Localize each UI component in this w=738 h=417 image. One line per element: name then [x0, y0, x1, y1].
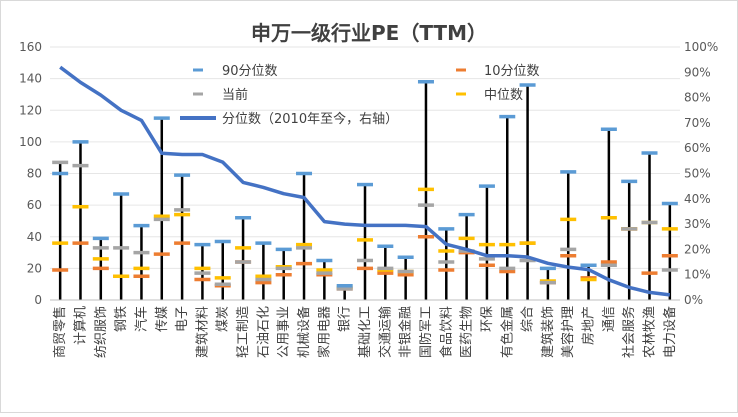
- y-left-tick-label: 140: [19, 72, 42, 86]
- legend-label-current: 当前: [222, 87, 248, 103]
- y-right-tick-label: 10%: [684, 268, 711, 282]
- x-tick-label: 银行: [338, 306, 353, 332]
- y-right-tick-label: 60%: [684, 141, 711, 155]
- axes: 0 20 40 60 80 100 120 140 160 0% 10% 20% 30% 40% 50% 60…: [19, 40, 718, 358]
- y-left-tick-label: 40: [27, 230, 42, 244]
- x-tick-label: 通信: [602, 306, 617, 332]
- legend: 90分位数 当前 分位数（2010年至今，右轴） 10分位数 中位数: [180, 64, 540, 127]
- x-tick-label: 煤炭: [216, 306, 231, 332]
- x-tick-label: 环保: [480, 306, 495, 332]
- y-right-tick-label: 40%: [684, 192, 711, 206]
- x-tick-label: 家用电器: [316, 306, 332, 358]
- x-tick-label: 电子: [175, 306, 190, 332]
- y-left-tick-label: 100: [19, 135, 42, 149]
- y-right-tick-label: 50%: [684, 167, 711, 181]
- x-tick-label: 建筑材料: [194, 306, 210, 358]
- x-tick-label: 食品饮料: [438, 306, 454, 358]
- y-left-tick-label: 120: [19, 103, 42, 117]
- x-tick-label: 传媒: [155, 306, 170, 332]
- x-tick-label: 综合: [521, 306, 536, 332]
- x-tick-label: 汽车: [133, 306, 149, 332]
- x-tick-label: 计算机: [73, 306, 88, 345]
- x-tick-label: 房地产: [581, 306, 597, 345]
- legend-label-p90: 90分位数: [222, 64, 278, 79]
- x-tick-label: 非银金融: [398, 306, 414, 358]
- markers: [52, 80, 678, 291]
- legend-label-pct-line: 分位数（2010年至今，右轴）: [222, 111, 398, 127]
- x-tick-label: 有色金属: [499, 306, 515, 358]
- x-tick-label: 电力设备: [662, 306, 678, 358]
- x-tick-label: 医药生物: [460, 306, 475, 358]
- x-tick-label: 社会服务: [621, 306, 637, 358]
- x-tick-label: 轻工制造: [236, 306, 251, 358]
- x-tick-label: 国防军工: [418, 306, 434, 358]
- x-tick-label: 公用事业: [277, 306, 292, 358]
- chart-title: 申万一级行业PE（TTM）: [251, 21, 487, 45]
- x-tick-label: 机械设备: [296, 306, 312, 358]
- y-left-tick-label: 0: [34, 293, 42, 307]
- y-left-tick-label: 80: [27, 167, 42, 181]
- y-left-tick-label: 20: [27, 261, 42, 275]
- x-tick-label: 钢铁: [114, 306, 129, 332]
- x-tick-label: 商贸零售: [52, 306, 68, 358]
- y-right-tick-label: 20%: [684, 242, 711, 256]
- x-tick-label: 交通运输: [377, 306, 393, 358]
- legend-label-median: 中位数: [484, 88, 523, 103]
- y-right-tick-label: 80%: [684, 91, 711, 105]
- percentile-line: [59, 65, 671, 297]
- y-right-tick-label: 90%: [684, 65, 711, 79]
- y-right-tick-label: 0%: [684, 293, 703, 307]
- x-tick-label: 石油石化: [256, 306, 271, 358]
- x-tick-label: 农林牧渔: [643, 306, 658, 358]
- x-tick-label: 基础化工: [358, 306, 373, 358]
- y-left-tick-label: 160: [19, 40, 42, 54]
- percentile-line-layer: [59, 65, 671, 297]
- x-tick-label: 美容护理: [560, 306, 576, 358]
- y-right-tick-label: 30%: [684, 217, 711, 231]
- legend-label-p10: 10分位数: [484, 64, 540, 79]
- y-right-tick-label: 100%: [684, 40, 718, 54]
- y-left-tick-label: 60: [27, 198, 42, 212]
- x-tick-label: 纺织服饰: [94, 306, 109, 358]
- x-tick-label: 建筑装饰: [540, 306, 556, 358]
- y-right-tick-label: 70%: [684, 116, 711, 130]
